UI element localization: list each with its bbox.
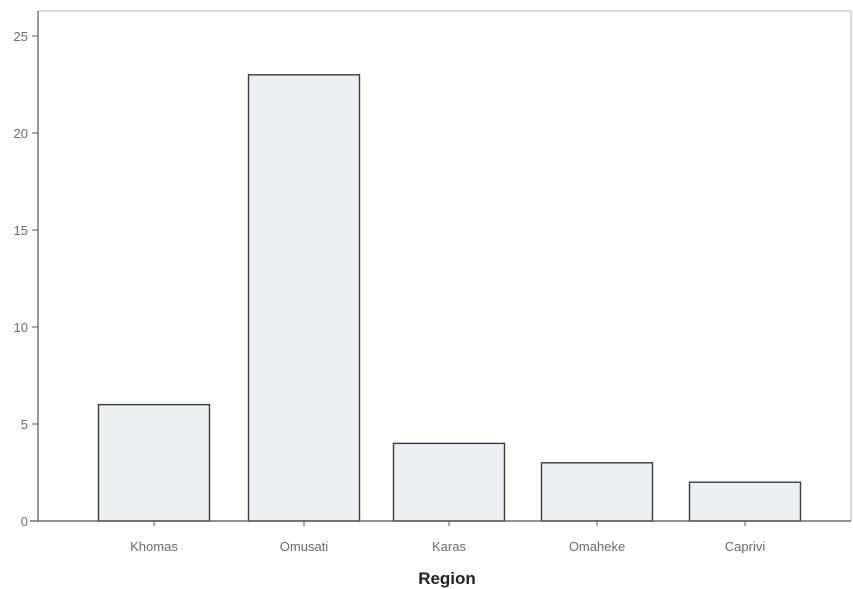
y-tick-label-15: 15 — [14, 223, 28, 238]
bar-karas — [392, 442, 506, 522]
bar-omaheke — [540, 462, 654, 522]
x-tick-labels: Khomas Omusati Karas Omaheke Caprivi — [130, 539, 765, 554]
y-tick-label-20: 20 — [14, 126, 28, 141]
x-tick-label-karas: Karas — [432, 539, 466, 554]
x-axis-title: Region — [418, 569, 476, 588]
y-tick-label-25: 25 — [14, 29, 28, 44]
x-tick-label-khomas: Khomas — [130, 539, 178, 554]
x-tick-label-omaheke: Omaheke — [569, 539, 625, 554]
bar-omusati — [247, 74, 361, 522]
bars — [97, 74, 802, 522]
y-tick-labels: 0 5 10 15 20 25 — [14, 29, 28, 529]
y-tick-label-5: 5 — [21, 417, 28, 432]
x-tick-label-omusati: Omusati — [280, 539, 329, 554]
bar-khomas — [97, 403, 211, 522]
bar-caprivi — [688, 481, 802, 522]
y-tick-label-10: 10 — [14, 320, 28, 335]
axes — [30, 11, 851, 526]
x-tick-label-caprivi: Caprivi — [725, 539, 766, 554]
plot-frame — [38, 10, 852, 521]
y-tick-label-0: 0 — [21, 514, 28, 529]
